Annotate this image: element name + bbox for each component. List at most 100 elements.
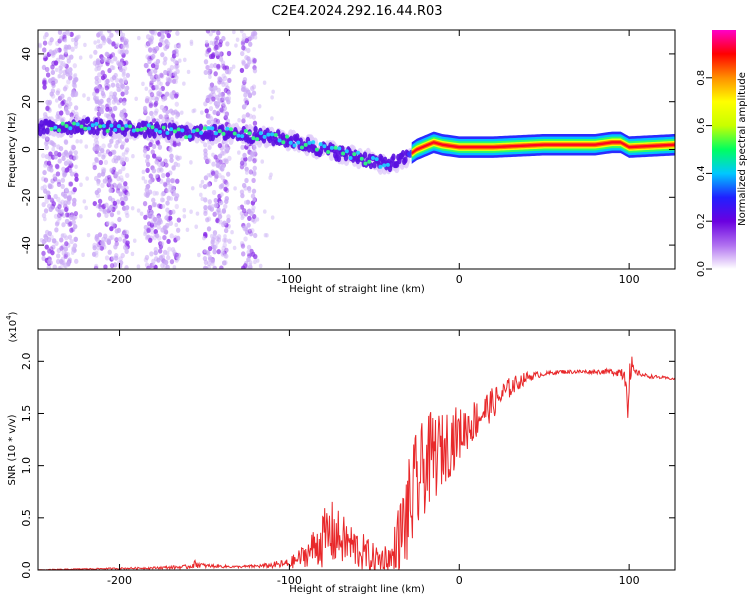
spectrogram-peak: [79, 124, 84, 129]
spectrogram-speckle: [229, 66, 233, 72]
spectrogram-speckle: [102, 167, 107, 172]
spectrogram-speckle: [108, 151, 113, 157]
spectrogram-speckle: [53, 150, 59, 156]
spectrogram-speckle: [101, 154, 106, 160]
spectrogram-speckle: [47, 166, 52, 172]
colorbar-tick-label: 0.8: [696, 70, 707, 86]
snr-scale-exponent: 4: [5, 315, 13, 320]
spectrogram-speckle: [67, 75, 73, 81]
spectrogram-speckle: [224, 111, 230, 117]
spectrogram-speckle: [172, 265, 177, 269]
spectrogram-speckle: [53, 78, 59, 84]
spectrogram-speckle: [121, 43, 126, 49]
spectrogram-speckle: [244, 38, 249, 44]
spectrogram-speckle: [62, 62, 67, 68]
spectrogram-speckle: [226, 217, 231, 224]
spectrogram-speckle: [223, 203, 228, 210]
spectrogram-peak: [131, 128, 136, 133]
spectrogram-speckle: [114, 228, 120, 234]
spectrogram-speckle: [120, 177, 124, 183]
spectrogram-speckle: [270, 116, 274, 121]
spectrogram-speckle: [71, 246, 76, 251]
spectrogram-speckle: [103, 159, 109, 165]
spectrogram-speckle: [55, 164, 60, 170]
spectrogram-speckle: [189, 209, 193, 214]
spectrogram-speckle: [150, 30, 155, 35]
spectrogram-cell: [142, 131, 148, 139]
spectrogram-speckle: [102, 178, 108, 184]
spectrogram-speckle: [160, 34, 165, 40]
spectrogram-speckle: [112, 200, 118, 206]
spectrogram-peak: [356, 150, 361, 155]
spectrogram-speckle: [54, 227, 59, 233]
spectrogram-speckle: [149, 173, 154, 180]
spectrogram-speckle: [58, 65, 63, 71]
spectrogram-speckle: [224, 228, 228, 233]
spectrogram-speckle: [169, 259, 175, 265]
spectrogram-speckle: [120, 200, 125, 206]
spectrogram-speckle: [40, 186, 45, 191]
spectrogram-speckle: [226, 50, 232, 57]
spectrogram-speckle: [246, 47, 251, 54]
spectrogram-peak: [206, 126, 211, 131]
spectrogram-peak: [165, 131, 170, 136]
spectrogram-speckle: [122, 71, 126, 76]
spectrogram-speckle: [164, 162, 169, 168]
spectrogram-speckle: [98, 206, 103, 212]
spectrogram-speckle: [39, 238, 44, 243]
spectrogram-speckle: [227, 96, 232, 101]
spectrogram-peak: [326, 149, 331, 154]
spectrogram-speckle: [171, 53, 177, 59]
spectrogram-speckle: [52, 173, 57, 179]
spectrogram-cell: [403, 156, 408, 164]
spectrogram-speckle: [166, 77, 171, 83]
spectrogram-speckle: [112, 91, 118, 97]
spectrogram-speckle: [145, 154, 151, 160]
spectrogram-speckle: [255, 258, 260, 263]
spectrogram-speckle: [217, 172, 222, 178]
colorbar: 0.0 0.2 0.4 0.6 0.8 Normalized spectral ampl…: [696, 30, 748, 277]
spectrogram-speckle: [148, 110, 154, 117]
colorbar-tick-label: 0.2: [696, 213, 707, 229]
spectrogram-speckle: [158, 42, 163, 48]
spectrogram-speckle: [242, 263, 248, 269]
spectrogram-speckle: [97, 172, 102, 178]
spectrogram-speckle: [159, 81, 163, 87]
spectrogram-speckle: [109, 32, 114, 38]
spectrogram-speckle: [61, 74, 66, 80]
spectrogram-speckle: [223, 179, 229, 185]
spectrogram-speckle: [243, 103, 248, 108]
spectrogram-speckle: [216, 237, 222, 243]
spectrogram-speckle: [253, 259, 257, 265]
spectrogram-speckle: [159, 241, 165, 247]
spectrogram-speckle: [247, 157, 252, 163]
spectrogram-speckle: [224, 69, 230, 75]
spectrogram-speckle: [86, 96, 91, 102]
spectrogram-speckle: [145, 54, 150, 60]
spectrogram-speckle: [103, 264, 108, 269]
spectrogram-speckle: [147, 204, 153, 211]
spectrogram-speckle: [60, 209, 65, 214]
spectrogram-speckle: [169, 93, 173, 99]
spectrogram-speckle: [214, 170, 219, 176]
spectrogram-speckle: [174, 222, 179, 228]
spectrogram-speckle: [103, 57, 108, 63]
spectrogram-speckle: [144, 98, 150, 104]
spectrogram-speckle: [169, 64, 175, 71]
spectrogram-peak: [240, 134, 245, 139]
spectrogram-speckle: [220, 249, 225, 254]
spectrogram-speckle: [107, 142, 112, 149]
spectrogram-speckle: [82, 93, 86, 98]
spectrogram-speckle: [221, 150, 227, 156]
spectrogram-speckle: [158, 219, 163, 225]
spectrogram-speckle: [212, 249, 217, 255]
spectrogram-speckle: [209, 40, 214, 46]
spectrogram-peak: [378, 164, 383, 169]
spectrogram-speckle: [248, 262, 252, 268]
spectrogram-speckle: [108, 187, 113, 194]
spectrogram-speckle: [213, 197, 218, 204]
spectrogram-speckle: [59, 64, 64, 70]
spectrogram-speckle: [169, 196, 173, 201]
spectrogram-speckle: [225, 41, 230, 47]
spectrogram-cell: [372, 161, 377, 169]
